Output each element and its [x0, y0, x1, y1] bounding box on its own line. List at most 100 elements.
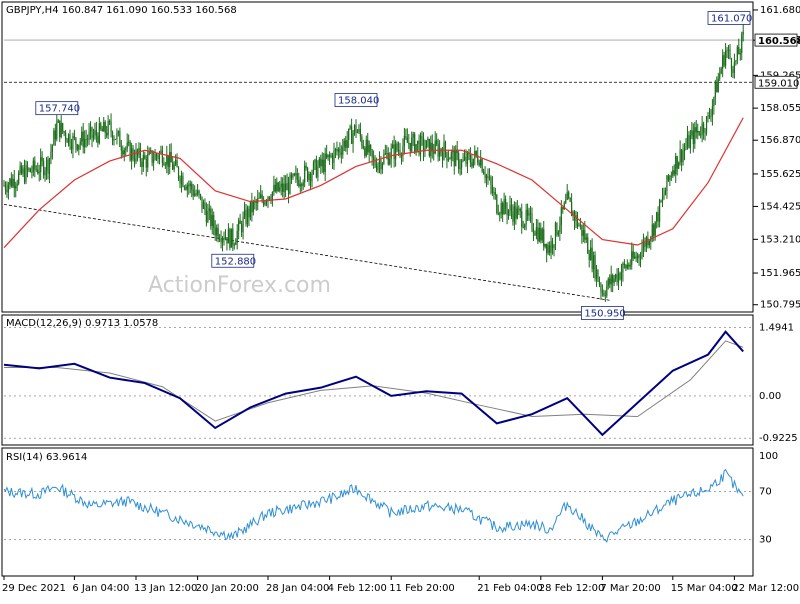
price-tick-label: 154.425 [760, 201, 800, 212]
candle-body [411, 137, 413, 152]
candle-body [471, 162, 473, 167]
candle-body [298, 179, 300, 187]
candle-body [23, 168, 26, 182]
candle-body [314, 159, 316, 163]
candle-body [219, 238, 221, 240]
candle-body [613, 278, 615, 283]
candle-body [739, 52, 741, 55]
candle-body [286, 182, 288, 191]
candle-body [425, 140, 427, 149]
candle-body [678, 162, 680, 169]
candle-body [210, 208, 212, 227]
candle-body [639, 257, 642, 259]
candle-body [69, 134, 71, 146]
candle-body [615, 274, 617, 279]
candle-body [198, 190, 200, 195]
candle-body [324, 153, 326, 172]
candle-body [290, 174, 293, 178]
candle-body [87, 139, 89, 141]
candle-body [452, 150, 454, 153]
candle-body [274, 184, 276, 192]
support-level-tag [754, 75, 798, 89]
candle-body [282, 183, 284, 192]
x-tick-label: 15 Mar 04:00 [671, 583, 738, 594]
price-annotation-box [35, 101, 79, 116]
candle-body [111, 132, 114, 141]
candle-body [412, 134, 414, 138]
candle-body [123, 149, 125, 155]
candle-body [419, 135, 422, 155]
candle-body [224, 237, 227, 240]
candle-body [157, 156, 159, 159]
candle-body [431, 142, 433, 152]
candle-body [446, 152, 448, 161]
candle-body [248, 208, 250, 218]
macd-tick-label: 1.4941 [759, 322, 794, 333]
price-tick-label: 156.870 [760, 135, 800, 146]
candle-body [525, 209, 527, 225]
candle-body [277, 182, 279, 191]
candle-body [676, 156, 678, 169]
candle-body [389, 158, 391, 165]
candle-body [296, 173, 298, 180]
candle-body [199, 194, 202, 197]
watermark-text: ActionForex.com [148, 273, 331, 298]
candle-body [513, 206, 515, 222]
candle-body [477, 155, 479, 163]
candle-body [129, 142, 131, 161]
candle-body [456, 149, 458, 154]
candle-body [703, 123, 705, 133]
candle-body [145, 158, 147, 168]
candle-body [133, 158, 136, 162]
candle-body [634, 256, 636, 259]
candle-body [221, 238, 224, 243]
rsi-tick-label: 70 [759, 487, 772, 498]
candle-body [657, 212, 659, 222]
candle-body [359, 129, 361, 137]
candle-body [170, 151, 172, 163]
candle-body [279, 187, 281, 191]
price-tick-label: 158.055 [760, 103, 800, 114]
candle-body [497, 212, 499, 215]
price-tick-label: 159.265 [760, 70, 800, 81]
candle-body [318, 158, 320, 167]
candle-body [122, 150, 124, 155]
candle-body [736, 47, 738, 61]
candle-body [422, 137, 425, 152]
candle-body [241, 223, 243, 233]
candle-body [142, 155, 144, 167]
candle-body [356, 131, 359, 133]
candle-body [689, 135, 691, 148]
candle-body [10, 178, 12, 187]
candle-body [44, 170, 46, 176]
macd-tick-label: 0.00 [759, 391, 781, 402]
candle-body [176, 160, 178, 168]
candle-body [13, 178, 15, 189]
candle-body [566, 192, 568, 201]
price-annotation-label: 161.070 [711, 13, 752, 24]
candle-body [463, 156, 466, 160]
x-tick-label: 13 Jan 12:00 [134, 583, 197, 594]
candle-body [260, 194, 262, 198]
candle-body [312, 162, 315, 174]
price-annotation-label: 150.950 [584, 309, 625, 320]
candle-body [638, 255, 640, 258]
candle-body [233, 244, 235, 246]
candle-body [510, 204, 513, 212]
candle-body [243, 210, 246, 217]
candle-body [12, 178, 14, 187]
candle-body [628, 264, 630, 267]
price-layer: 157.740 152.880 158.040 150.950 161.070 [3, 11, 752, 320]
price-tick-label: 161.680 [760, 5, 800, 16]
candle-body [661, 195, 664, 202]
candle-body [584, 230, 586, 240]
candle-body [25, 164, 27, 182]
price-panel-frame [1, 1, 754, 313]
rsi-panel-frame [1, 447, 754, 577]
candle-body [632, 251, 634, 259]
candle-body [81, 131, 83, 142]
x-tick-label: 21 Feb 04:00 [477, 583, 543, 594]
x-tick-label: 29 Dec 2021 [2, 583, 66, 594]
candle-body [672, 170, 674, 176]
candle-body [500, 203, 502, 214]
